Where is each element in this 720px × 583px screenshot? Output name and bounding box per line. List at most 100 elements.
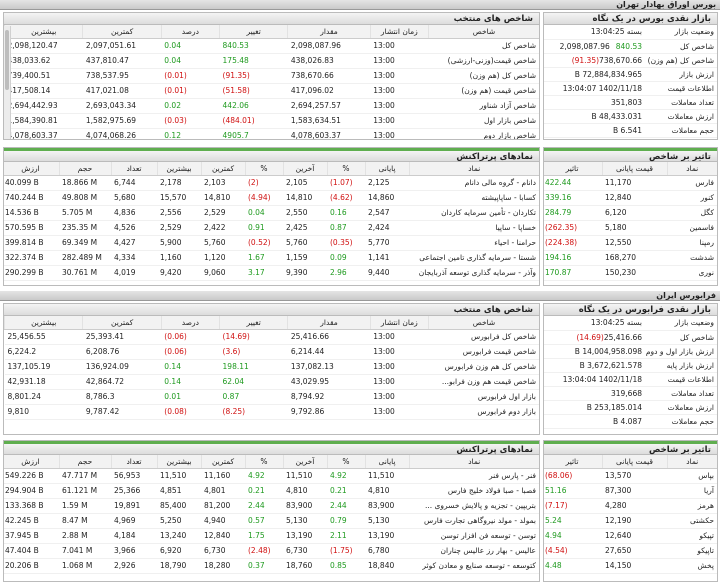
value-cell: 2,547: [365, 205, 409, 221]
value-cell: 1,141: [365, 250, 409, 266]
value-cell: 25,393.41: [82, 329, 162, 345]
value-cell: 2,103: [201, 175, 245, 191]
value-cell: 2.11: [327, 528, 365, 544]
value-cell: 2,125: [365, 175, 409, 191]
value-cell: 49.808 M: [59, 190, 111, 206]
name-cell: شاخص کل: [428, 38, 539, 54]
value-cell: 1.068 M: [59, 558, 111, 574]
value-cell: 7.041 M: [59, 543, 111, 559]
value-cell: (0.06): [161, 329, 220, 345]
column-header: آخرین: [282, 455, 327, 469]
value: 738,670.66: [599, 55, 642, 65]
row: رمپنا 12,550 (224.38): [544, 235, 717, 251]
row: نوری 150,230 170.87: [544, 265, 717, 281]
column-header: حجم: [58, 162, 111, 176]
label: تعداد معاملات: [645, 386, 717, 401]
value-cell: (0.35): [327, 235, 365, 251]
value-cell: 137,105.19: [4, 359, 83, 375]
row: تکاردان - تأمین سرمایه کاردان 2,547 0.16 2,…: [4, 205, 539, 221]
value-cell: 137,082.13: [287, 359, 371, 375]
value-cell: 0.87: [327, 220, 365, 236]
row: شاخص آزاد شناور 13:00 2,694,257.57 442.06 0.…: [4, 98, 539, 114]
value-cell: 13:00: [370, 128, 429, 139]
scroll-thumb[interactable]: [5, 30, 9, 90]
value-cell: (2): [245, 175, 283, 191]
value-cell: 8.47 M: [59, 513, 111, 529]
value-cell: 1,120: [201, 250, 245, 266]
row: بتریپین - تجزیه و پالایش خسروی ... 83,900…: [4, 498, 539, 514]
value-cell: 194.16: [544, 250, 602, 266]
column-header: قیمت پایانی: [601, 162, 667, 176]
label: شاخص کل (هم وزن): [645, 53, 717, 68]
table: نماد قیمت پایانی تاثیر فارس 11,170 422.44 کنور…: [544, 162, 717, 281]
value-cell: 175.48: [219, 53, 288, 69]
value-cell: (0.06): [161, 344, 220, 360]
value-cell: 14,810: [201, 190, 245, 206]
value-cell: 14.536 B: [4, 205, 59, 221]
header-row: نماد پایانی% آخرین% کمترین بیشترین تعداد حجم ار…: [4, 455, 539, 469]
value-cell: 0.21: [327, 483, 365, 499]
value-cell: (8.25): [219, 404, 288, 420]
value: 1402/11/18 13:04:07: [562, 83, 642, 93]
value-cell: 9,810: [4, 404, 83, 420]
column-header: تغییر: [219, 25, 288, 39]
value-cell: 4,184: [111, 528, 157, 544]
row: شاخص کل 25,416.66(14.69): [544, 330, 717, 345]
value-cell: 4.087 B: [544, 414, 645, 429]
value-cell: 0.85: [327, 558, 365, 574]
label: ارزش معاملات: [645, 400, 717, 415]
value: 351,803: [610, 97, 642, 107]
value-cell: 18,760: [283, 558, 327, 574]
change: (14.69): [576, 332, 604, 342]
value-cell: 85,400: [157, 498, 201, 514]
value-cell: 1,583,634.51: [287, 113, 371, 129]
value-cell: 13,240: [157, 528, 201, 544]
value-cell: 5.705 M: [59, 205, 111, 221]
scrollbar[interactable]: [4, 26, 11, 139]
value-cell: 2,425: [283, 220, 327, 236]
value: 6.541 B: [612, 125, 642, 135]
value-cell: 13:00: [370, 98, 429, 114]
column-header: زمان انتشار: [369, 25, 429, 39]
column-header: تعداد: [110, 162, 157, 176]
value-cell: 12,840: [201, 528, 245, 544]
name-cell: بتریپین - تجزیه و پالایش خسروی ...: [409, 498, 539, 514]
value-cell: 5,180: [602, 220, 667, 236]
name-cell: تکاردان - تأمین سرمایه کاردان: [409, 205, 539, 221]
row: شاخص قیمت(وزنی-ارزشی) 13:00 438,026.83 175.…: [4, 53, 539, 69]
row: حجم معاملات 4.087 B: [544, 414, 717, 429]
column-header: ارزش: [4, 455, 59, 469]
column-header: %: [244, 162, 283, 176]
row: اطلاعات قیمت 1402/11/18 13:04:07: [544, 81, 717, 96]
label: ارزش بازار: [645, 67, 717, 82]
value-cell: 2,424: [365, 220, 409, 236]
value-cell: 1,582,975.69: [82, 113, 162, 129]
value-cell: 6,780: [365, 543, 409, 559]
value-cell: 0.12: [161, 128, 220, 139]
value-cell: 235.35 M: [59, 220, 111, 236]
label: شاخص کل: [645, 39, 717, 54]
value-cell: (4.54): [544, 543, 602, 559]
value-cell: بسته 13:04:25: [544, 25, 645, 40]
label: اطلاعات قیمت: [645, 372, 717, 387]
row: شاخص بازار دوم 13:00 4,078,603.37 4905.7 0.1…: [4, 128, 539, 139]
active-panel: نمادهای پرتراکنش نماد پایانی% آخرین% کمترین ب…: [3, 440, 540, 582]
column-header: مقدار: [287, 316, 371, 330]
column-header: بیشترین: [4, 25, 83, 39]
column-header: %: [244, 455, 283, 469]
value-cell: 1,584,390.81: [4, 113, 83, 129]
row: اطلاعات قیمت 1402/11/18 13:04:04: [544, 372, 717, 387]
value-cell: (484.01): [219, 113, 288, 129]
impact-panel: تاثیر بر شاخص نماد قیمت پایانی تاثیر بپاس 13,…: [543, 440, 718, 582]
value: بسته 13:04:25: [590, 27, 642, 37]
value-cell: 0.14: [161, 374, 220, 390]
value-cell: 1.75: [245, 528, 283, 544]
value-cell: 290.299 B: [4, 265, 59, 281]
value-cell: 8,801.24: [4, 389, 83, 405]
value-cell: 738,670.66: [287, 68, 371, 84]
column-header: بیشترین: [156, 162, 201, 176]
overview-panel: بازار نقدی بورس در یک نگاه وضعیت بازار بست…: [543, 12, 718, 140]
value-cell: 4,810: [365, 483, 409, 499]
value-cell: 42,864.72: [82, 374, 162, 390]
value-cell: 319,668: [544, 386, 645, 401]
